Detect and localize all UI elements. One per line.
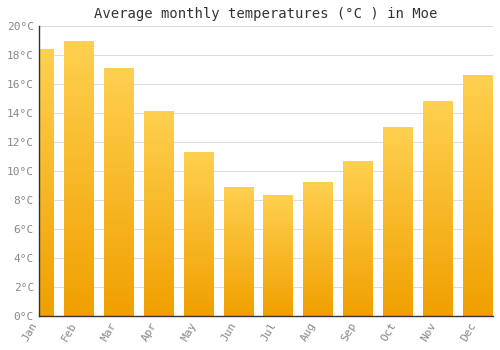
Bar <box>104 68 134 316</box>
Bar <box>423 102 453 316</box>
Title: Average monthly temperatures (°C ) in Moe: Average monthly temperatures (°C ) in Mo… <box>94 7 438 21</box>
Bar <box>224 187 254 316</box>
Bar <box>383 127 413 316</box>
Bar <box>264 196 294 316</box>
Bar <box>344 161 374 316</box>
Bar <box>144 112 174 316</box>
Bar <box>24 49 54 316</box>
Bar <box>304 183 334 316</box>
Bar <box>64 41 94 316</box>
Bar <box>184 152 214 316</box>
Bar <box>463 76 493 316</box>
